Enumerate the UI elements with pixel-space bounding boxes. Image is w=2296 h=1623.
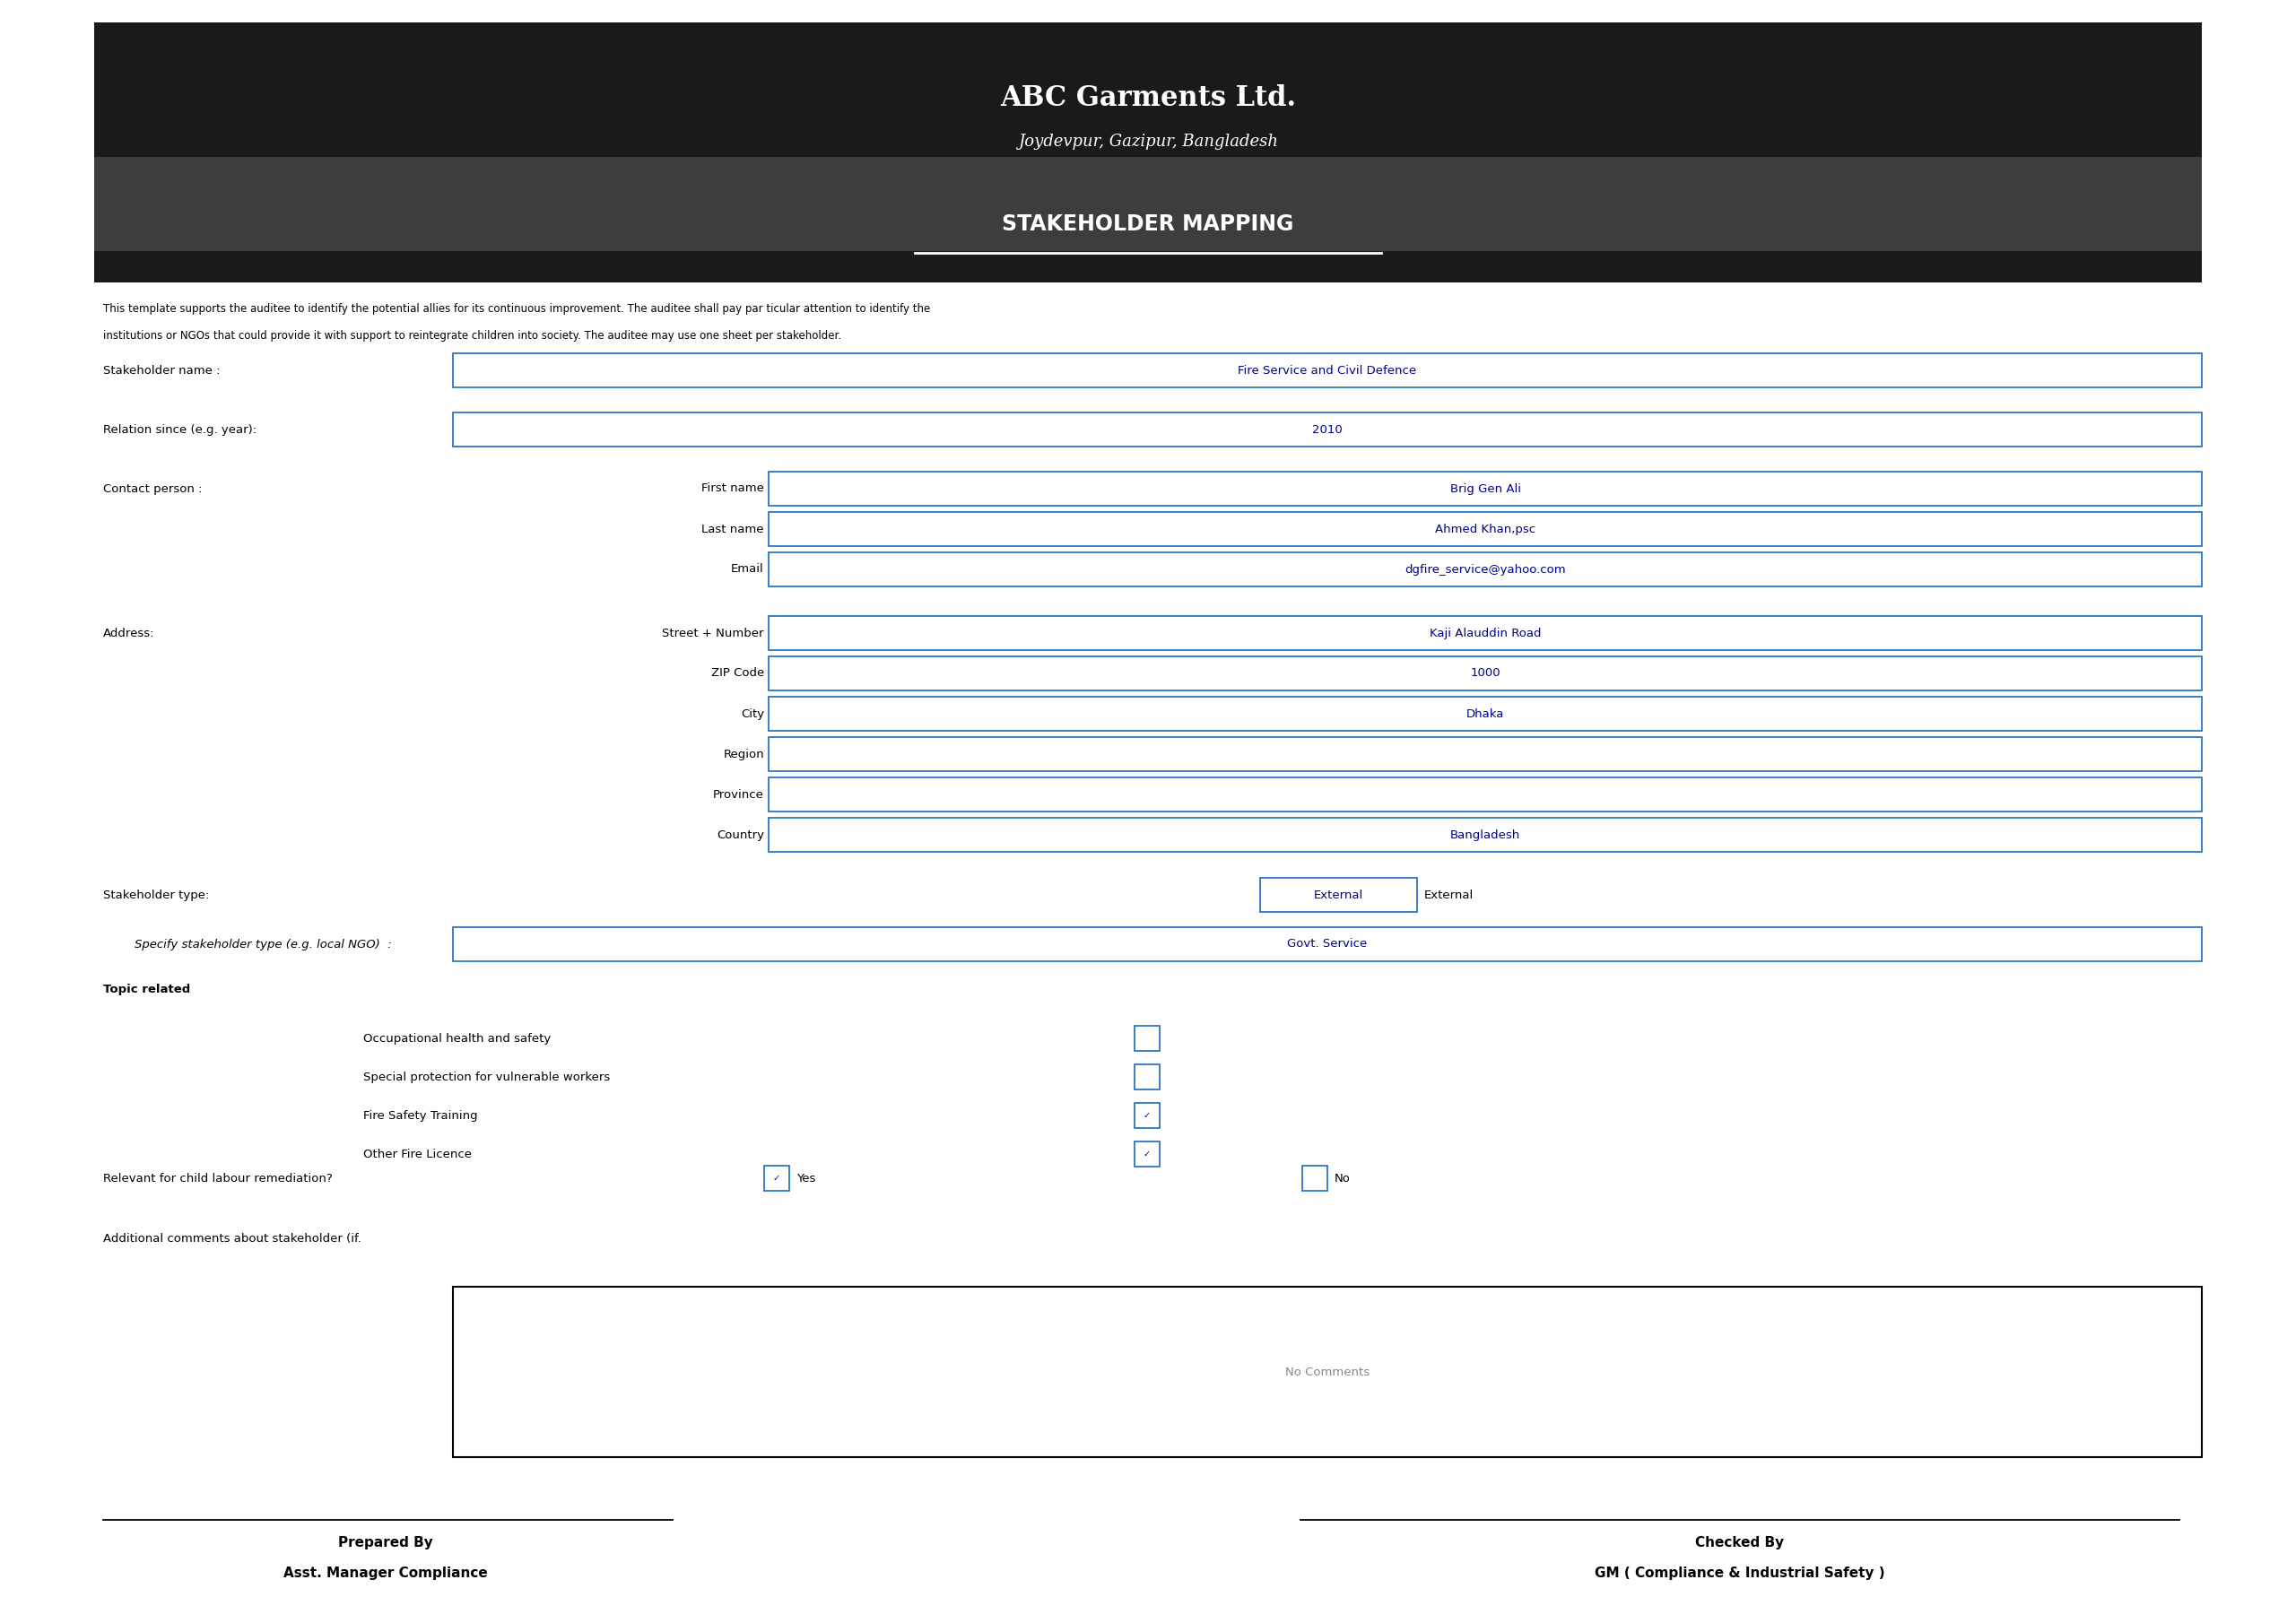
Text: Stakeholder type:: Stakeholder type: (103, 889, 209, 901)
Text: Bangladesh: Bangladesh (1451, 829, 1520, 841)
Text: This template supports the auditee to identify the potential allies for its cont: This template supports the auditee to id… (103, 304, 930, 315)
Bar (769, 737, 2202, 771)
Text: Special protection for vulnerable workers: Special protection for vulnerable worker… (363, 1071, 611, 1083)
Text: Stakeholder name :: Stakeholder name : (103, 365, 220, 377)
Bar (1261, 878, 1417, 912)
Text: ✓: ✓ (1143, 1149, 1150, 1159)
Bar (452, 412, 2202, 446)
Text: Joydevpur, Gazipur, Bangladesh: Joydevpur, Gazipur, Bangladesh (1017, 133, 1279, 149)
Text: Topic related: Topic related (103, 984, 191, 995)
Text: Region: Region (723, 748, 765, 760)
Bar (765, 1165, 790, 1191)
Bar (769, 696, 2202, 730)
Bar (94, 23, 2202, 157)
Text: 1000: 1000 (1469, 667, 1499, 680)
Text: institutions or NGOs that could provide it with support to reintegrate children : institutions or NGOs that could provide … (103, 329, 840, 341)
Text: Fire Safety Training: Fire Safety Training (363, 1110, 478, 1121)
Text: 2010: 2010 (1313, 424, 1343, 435)
Text: Relevant for child labour remediation?: Relevant for child labour remediation? (103, 1172, 333, 1185)
Text: Asst. Manager Compliance: Asst. Manager Compliance (282, 1566, 487, 1579)
Text: ✓: ✓ (1143, 1112, 1150, 1120)
Bar (769, 552, 2202, 586)
Text: External: External (1313, 889, 1364, 901)
Bar (769, 511, 2202, 545)
Text: Brig Gen Ali: Brig Gen Ali (1449, 484, 1520, 495)
Bar (1134, 1065, 1159, 1089)
Text: Occupational health and safety: Occupational health and safety (363, 1032, 551, 1044)
Bar (1302, 1165, 1327, 1191)
Text: dgfire_service@yahoo.com: dgfire_service@yahoo.com (1405, 563, 1566, 575)
Text: Govt. Service: Govt. Service (1288, 938, 1368, 949)
Text: Province: Province (714, 789, 765, 800)
Text: GM ( Compliance & Industrial Safety ): GM ( Compliance & Industrial Safety ) (1596, 1566, 1885, 1579)
Text: STAKEHOLDER MAPPING: STAKEHOLDER MAPPING (1001, 213, 1295, 235)
Text: Email: Email (730, 563, 765, 575)
Text: Dhaka: Dhaka (1467, 708, 1504, 719)
Text: External: External (1424, 889, 1474, 901)
Text: ✓: ✓ (774, 1173, 781, 1183)
Bar (452, 927, 2202, 961)
Text: Kaji Alauddin Road: Kaji Alauddin Road (1430, 626, 1541, 639)
Text: Other Fire Licence: Other Fire Licence (363, 1147, 471, 1160)
Bar (452, 1287, 2202, 1457)
Bar (452, 354, 2202, 388)
Bar (1134, 1104, 1159, 1128)
Text: Additional comments about stakeholder (if.: Additional comments about stakeholder (i… (103, 1232, 360, 1245)
Text: Prepared By: Prepared By (338, 1535, 434, 1550)
Bar (769, 818, 2202, 852)
Text: Last name: Last name (703, 523, 765, 536)
Text: Relation since (e.g. year):: Relation since (e.g. year): (103, 424, 257, 435)
Text: Specify stakeholder type (e.g. local NGO)  :: Specify stakeholder type (e.g. local NGO… (135, 938, 393, 949)
Text: First name: First name (703, 484, 765, 495)
Text: No Comments: No Comments (1286, 1367, 1371, 1378)
Bar (1134, 1141, 1159, 1167)
Text: Street + Number: Street + Number (661, 626, 765, 639)
Text: Checked By: Checked By (1694, 1535, 1784, 1550)
Text: Country: Country (716, 829, 765, 841)
Bar (769, 656, 2202, 690)
Bar (769, 777, 2202, 812)
Text: ABC Garments Ltd.: ABC Garments Ltd. (1001, 84, 1295, 112)
Text: ZIP Code: ZIP Code (712, 667, 765, 680)
Text: Ahmed Khan,psc: Ahmed Khan,psc (1435, 523, 1536, 536)
Text: No: No (1334, 1172, 1350, 1185)
Text: City: City (742, 708, 765, 719)
Text: Yes: Yes (797, 1172, 815, 1185)
Bar (769, 617, 2202, 651)
Bar (94, 157, 2202, 252)
Bar (1134, 1026, 1159, 1052)
Text: Contact person :: Contact person : (103, 484, 202, 495)
Text: Fire Service and Civil Defence: Fire Service and Civil Defence (1238, 365, 1417, 377)
Bar (769, 472, 2202, 506)
Text: Address:: Address: (103, 626, 154, 639)
Bar (94, 252, 2202, 282)
